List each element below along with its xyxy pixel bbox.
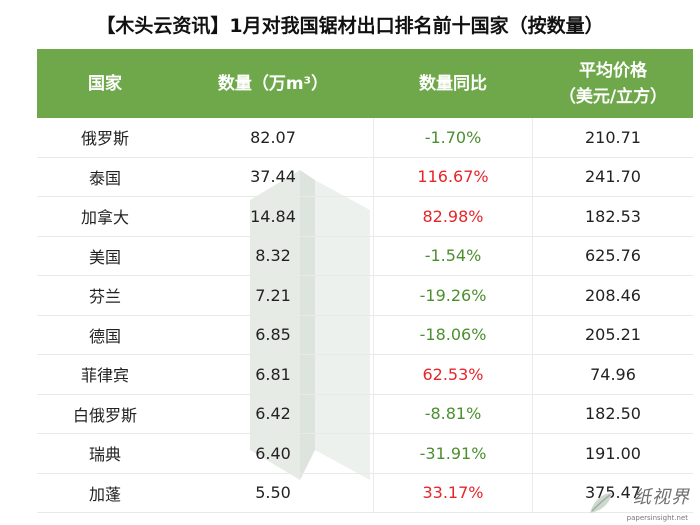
cell-quantity: 8.32 xyxy=(255,246,291,266)
cell-yoy: 33.17% xyxy=(373,473,533,512)
cell-country: 俄罗斯 xyxy=(80,129,129,149)
cell-yoy: -18.06% xyxy=(373,315,533,354)
cell-quantity: 37.44 xyxy=(250,167,296,187)
cell-country: 德国 xyxy=(88,326,121,346)
table-body: 俄罗斯 82.07 -1.70% 210.71 泰国 37.44 116.67% 241.70… xyxy=(37,118,693,513)
cell-country: 泰国 xyxy=(88,168,121,188)
cell-avg-price: 182.53 xyxy=(585,206,641,226)
brand-name: 纸视界 xyxy=(633,487,690,508)
cell-quantity: 6.85 xyxy=(255,325,291,345)
cell-avg-price: 191.00 xyxy=(585,443,641,463)
brand-url: papersinsight.net xyxy=(626,514,688,522)
cell-country: 加拿大 xyxy=(80,208,129,228)
header-country: 国家 xyxy=(88,73,122,94)
table-row: 白俄罗斯 6.42 -8.81% 182.50 xyxy=(37,394,693,434)
table-row: 加拿大 14.84 82.98% 182.53 xyxy=(37,197,693,237)
export-table: 国家 数量（万m³） 数量同比 平均价格 （美元/立方） 俄罗斯 82.07 -1.… xyxy=(37,49,693,523)
cell-avg-price: 375.47 xyxy=(585,483,641,503)
cell-country: 加蓬 xyxy=(88,484,121,504)
brand-watermark: 纸视界 papersinsight.net xyxy=(584,483,694,523)
cell-quantity: 6.42 xyxy=(255,404,291,424)
cell-quantity: 6.40 xyxy=(255,443,291,463)
cell-country: 白俄罗斯 xyxy=(72,405,137,425)
cell-country: 芬兰 xyxy=(88,287,121,307)
cell-yoy: -19.26% xyxy=(373,276,533,315)
cell-quantity: 82.07 xyxy=(250,127,296,147)
cell-quantity: 7.21 xyxy=(255,285,291,305)
cell-avg-price: 210.71 xyxy=(585,127,641,147)
cell-yoy: -1.54% xyxy=(373,236,533,275)
cell-country: 美国 xyxy=(88,247,121,267)
table-row: 菲律宾 6.81 62.53% 74.96 xyxy=(37,355,693,395)
table-row: 芬兰 7.21 -19.26% 208.46 xyxy=(37,276,693,316)
cell-quantity: 5.50 xyxy=(255,483,291,503)
table-row: 德国 6.85 -18.06% 205.21 xyxy=(37,315,693,355)
cell-avg-price: 74.96 xyxy=(590,364,636,384)
cell-yoy: -31.91% xyxy=(373,434,533,473)
table-row: 俄罗斯 82.07 -1.70% 210.71 xyxy=(37,118,693,158)
header-quantity: 数量（万m³） xyxy=(217,73,329,94)
cell-yoy: 116.67% xyxy=(373,157,533,196)
cell-country: 菲律宾 xyxy=(80,366,129,386)
cell-yoy: 82.98% xyxy=(373,197,533,236)
table-row: 加蓬 5.50 33.17% 375.47 xyxy=(37,473,693,513)
table-row: 美国 8.32 -1.54% 625.76 xyxy=(37,236,693,276)
table-header: 国家 数量（万m³） 数量同比 平均价格 （美元/立方） xyxy=(37,49,693,118)
cell-country: 瑞典 xyxy=(88,445,121,465)
brand-logo-icon xyxy=(590,493,612,513)
cell-yoy: -1.70% xyxy=(373,118,533,157)
cell-avg-price: 241.70 xyxy=(585,167,641,187)
cell-avg-price: 182.50 xyxy=(585,404,641,424)
cell-avg-price: 208.46 xyxy=(585,285,641,305)
header-avg-price: 平均价格 （美元/立方） xyxy=(533,49,693,118)
header-avg-price-line2: （美元/立方） xyxy=(558,86,668,107)
cell-yoy: -8.81% xyxy=(373,394,533,433)
cell-yoy: 62.53% xyxy=(373,355,533,394)
cell-avg-price: 625.76 xyxy=(585,246,641,266)
header-yoy: 数量同比 xyxy=(419,73,487,94)
header-avg-price-line1: 平均价格 xyxy=(579,60,647,81)
cell-avg-price: 205.21 xyxy=(585,325,641,345)
cell-quantity: 14.84 xyxy=(250,206,296,226)
table-row: 瑞典 6.40 -31.91% 191.00 xyxy=(37,434,693,474)
cell-quantity: 6.81 xyxy=(255,364,291,384)
page-title: 【木头云资讯】1月对我国锯材出口排名前十国家（按数量） xyxy=(96,14,604,37)
table-row: 泰国 37.44 116.67% 241.70 xyxy=(37,157,693,197)
